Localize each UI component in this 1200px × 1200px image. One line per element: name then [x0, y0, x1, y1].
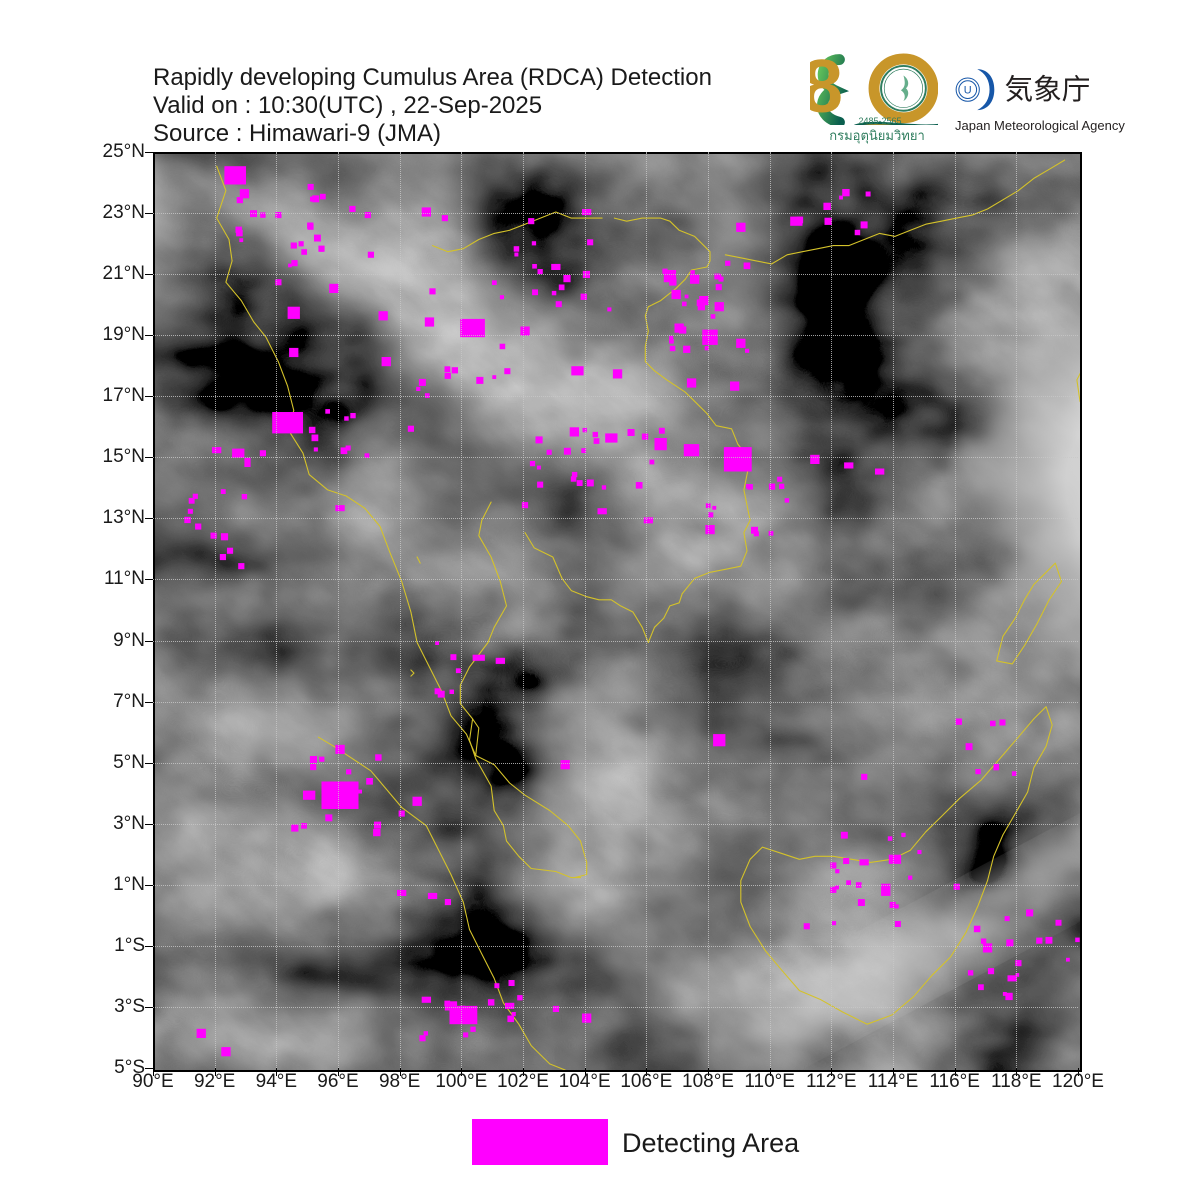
svg-text:8: 8 — [810, 53, 843, 125]
svg-text:U: U — [964, 85, 972, 97]
svg-text:気象庁: 気象庁 — [1005, 74, 1091, 106]
